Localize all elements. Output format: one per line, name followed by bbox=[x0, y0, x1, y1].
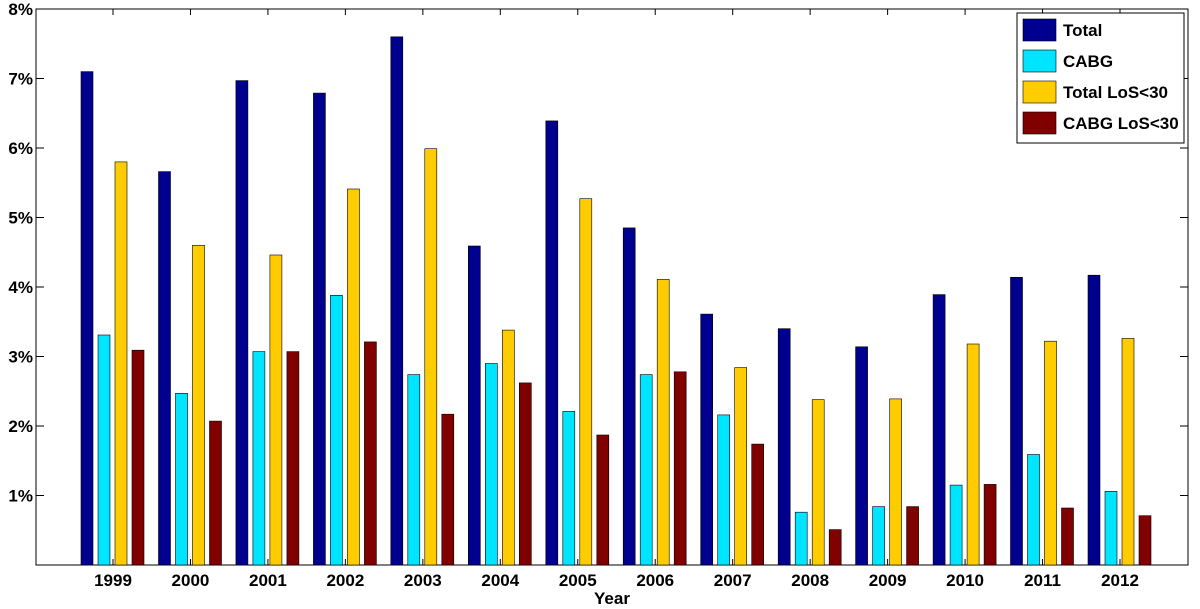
y-tick-label: 5% bbox=[8, 209, 33, 228]
x-tick-label: 2002 bbox=[326, 571, 364, 590]
x-tick-label: 2011 bbox=[1024, 571, 1061, 590]
bar-2005-total bbox=[545, 120, 559, 566]
bar-2009-total bbox=[855, 346, 868, 566]
bar-1999-total bbox=[80, 71, 94, 566]
legend-label: Total LoS<30 bbox=[1063, 83, 1168, 102]
bar-2001-cabg bbox=[252, 351, 266, 566]
y-tick-label: 6% bbox=[8, 139, 33, 158]
legend-label: Total bbox=[1063, 21, 1102, 40]
bar-2010-total-los-30 bbox=[966, 343, 980, 566]
legend-swatch-cabg bbox=[1022, 49, 1057, 73]
bar-2003-cabg-los-30 bbox=[441, 413, 455, 566]
bar-2000-total bbox=[158, 171, 171, 566]
x-tick-label: 2012 bbox=[1101, 571, 1139, 590]
bar-2010-cabg-los-30 bbox=[983, 484, 997, 566]
bar-2005-total-los-30 bbox=[579, 198, 593, 566]
bar-2007-total bbox=[700, 313, 714, 566]
bar-1999-total-los-30 bbox=[114, 161, 128, 566]
bar-2009-cabg-los-30 bbox=[906, 506, 919, 566]
bar-2008-total-los-30 bbox=[811, 399, 825, 566]
x-tick-label: 2007 bbox=[714, 571, 752, 590]
bar-2011-cabg-los-30 bbox=[1061, 507, 1074, 566]
bar-2006-total bbox=[622, 227, 636, 566]
bar-2008-cabg bbox=[794, 511, 808, 566]
legend: Total CABG Total LoS<30 CABG LoS<30 bbox=[1016, 12, 1185, 144]
bar-2009-cabg bbox=[872, 506, 885, 566]
x-tick-label: 2006 bbox=[636, 571, 674, 590]
bar-2000-cabg bbox=[175, 392, 188, 566]
x-tick-label: 2003 bbox=[404, 571, 442, 590]
bar-2010-total bbox=[932, 294, 946, 566]
bar-1999-cabg-los-30 bbox=[131, 349, 145, 566]
bar-2001-total bbox=[235, 80, 249, 566]
bar-2011-total-los-30 bbox=[1044, 340, 1057, 566]
legend-label: CABG LoS<30 bbox=[1063, 114, 1179, 133]
bar-2001-cabg-los-30 bbox=[286, 351, 300, 566]
bar-2007-total-los-30 bbox=[734, 367, 748, 566]
bar-2007-cabg-los-30 bbox=[751, 443, 765, 566]
bar-2003-total bbox=[390, 36, 404, 566]
bar-2004-cabg-los-30 bbox=[518, 382, 532, 566]
bar-2012-cabg bbox=[1104, 490, 1118, 566]
bar-2000-total-los-30 bbox=[192, 245, 205, 566]
bar-2011-total bbox=[1010, 276, 1023, 566]
x-tick-label: 2000 bbox=[172, 571, 210, 590]
bar-2012-total bbox=[1087, 274, 1101, 566]
bar-2004-total bbox=[467, 245, 481, 566]
bar-2006-cabg-los-30 bbox=[673, 371, 687, 566]
bar-2004-cabg bbox=[484, 363, 498, 566]
bars-layer bbox=[80, 36, 1152, 566]
bar-2002-cabg-los-30 bbox=[364, 341, 377, 566]
x-tick-label: 2001 bbox=[249, 571, 287, 590]
bar-2002-total bbox=[313, 92, 326, 566]
legend-swatch-total-los-30 bbox=[1022, 80, 1057, 104]
bar-2012-cabg-los-30 bbox=[1138, 515, 1152, 566]
bar-2004-total-los-30 bbox=[501, 329, 515, 566]
bar-2012-total-los-30 bbox=[1121, 338, 1135, 566]
x-tick-label: 2010 bbox=[946, 571, 984, 590]
y-tick-label: 7% bbox=[8, 70, 33, 89]
bar-2003-cabg bbox=[407, 374, 421, 566]
y-tick-label: 8% bbox=[8, 0, 33, 19]
bar-2003-total-los-30 bbox=[424, 148, 438, 566]
bar-2008-total bbox=[777, 328, 791, 566]
bar-1999-cabg bbox=[97, 334, 111, 566]
y-tick-label: 2% bbox=[8, 417, 33, 436]
bar-2011-cabg bbox=[1027, 454, 1040, 566]
bar-2005-cabg-los-30 bbox=[596, 434, 610, 566]
x-tick-label: 2008 bbox=[791, 571, 829, 590]
bar-2006-total-los-30 bbox=[656, 279, 670, 566]
bar-2002-cabg bbox=[330, 294, 343, 566]
bar-2007-cabg bbox=[717, 414, 731, 566]
bar-2006-cabg bbox=[639, 374, 653, 566]
y-tick-label: 4% bbox=[8, 278, 33, 297]
plot-area bbox=[35, 8, 1189, 566]
x-tick-label: 2004 bbox=[481, 571, 519, 590]
x-tick-label: 2009 bbox=[869, 571, 907, 590]
x-tick-label: 2005 bbox=[559, 571, 597, 590]
bar-2008-cabg-los-30 bbox=[828, 529, 842, 566]
bar-2002-total-los-30 bbox=[347, 188, 360, 566]
bar-2000-cabg-los-30 bbox=[209, 420, 222, 566]
y-tick-label: 1% bbox=[8, 487, 33, 506]
y-tick-label: 3% bbox=[8, 348, 33, 367]
bar-2005-cabg bbox=[562, 411, 576, 566]
bar-2009-total-los-30 bbox=[889, 398, 902, 566]
x-tick-label: 1999 bbox=[94, 571, 132, 590]
bar-2010-cabg bbox=[949, 484, 963, 566]
legend-swatch-total bbox=[1022, 18, 1057, 42]
x-axis-label: Year bbox=[594, 589, 630, 608]
bar-2001-total-los-30 bbox=[269, 254, 283, 566]
legend-swatch-cabg-los-30 bbox=[1022, 111, 1057, 135]
legend-label: CABG bbox=[1063, 52, 1113, 71]
ticks-layer: 1999 2000 2001 2002 2003 2004 2005 2006 2007 2008… bbox=[8, 0, 1188, 590]
